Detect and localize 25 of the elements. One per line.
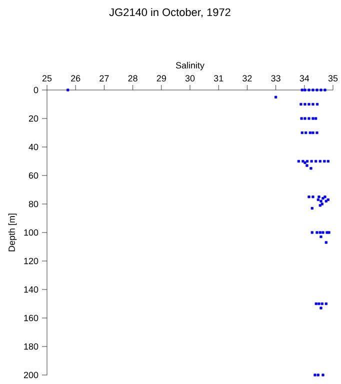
x-tick-label: 33 [271, 75, 280, 82]
x-tick-label: 32 [242, 75, 252, 82]
x-tick-label: 28 [128, 75, 138, 82]
y-tick-label: 200 [24, 372, 38, 378]
x-axis-title: Salinity [176, 62, 204, 70]
y-tick-label: 0 [34, 86, 38, 94]
y-tick-label: 60 [28, 172, 38, 179]
y-tick-label: 140 [24, 286, 38, 293]
y-axis-title: Depth [m] [8, 214, 17, 252]
x-tick-label: 29 [156, 75, 166, 82]
y-tick-label: 80 [28, 200, 38, 208]
x-tick-label: 25 [42, 75, 52, 82]
y-tick-label: 120 [24, 258, 38, 264]
x-tick-label: 30 [185, 75, 195, 82]
x-tick-label: 26 [71, 75, 80, 82]
y-tick-label: 180 [24, 343, 38, 350]
x-tick-label: 27 [100, 75, 109, 82]
x-tick-label: 35 [328, 75, 338, 82]
x-tick-label: 34 [300, 75, 310, 82]
x-tick-label: 31 [214, 75, 224, 82]
y-tick-label: 20 [28, 115, 38, 122]
y-tick-label: 40 [28, 144, 38, 150]
y-tick-label: 160 [24, 314, 38, 322]
y-tick-label: 100 [24, 229, 38, 236]
chart-title: JG2140 in October, 1972 [109, 8, 230, 18]
